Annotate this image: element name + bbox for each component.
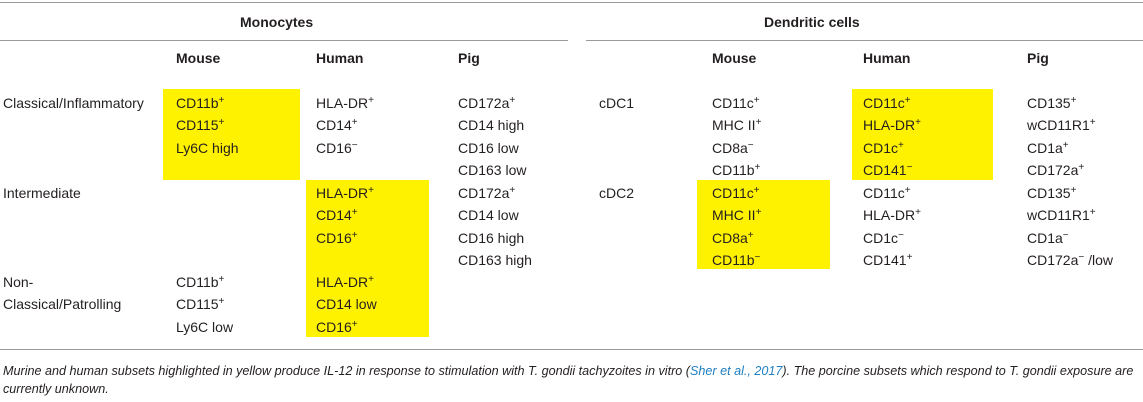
cell-classical-human: HLA-DR+ CD14+ CD16− (316, 92, 374, 159)
cell-classical-mouse: CD11b+ CD115+ Ly6C high (176, 92, 239, 159)
marker: CD16 low (458, 139, 519, 156)
group-header-dendritic-cells: Dendritic cells (764, 14, 860, 30)
marker: CD135+ (1027, 95, 1077, 111)
row-label-classical: Classical/Inflammatory (3, 92, 144, 114)
marker: CD11b+ (176, 95, 225, 111)
cell-cdc1-human: CD11c+ HLA-DR+ CD1c+ CD141− (863, 92, 921, 182)
marker: MHC II+ (712, 207, 762, 224)
marker: CD16− (316, 139, 358, 156)
marker: CD11c+ (712, 95, 760, 111)
marker: Ly6C low (176, 318, 234, 335)
cell-cdc2-mouse: CD11c+ MHC II+ CD8a+ CD11b− (712, 182, 761, 272)
marker: CD11b+ (176, 274, 225, 290)
cell-cdc1-pig: CD135+ wCD11R1+ CD1a+ CD172a+ (1027, 92, 1096, 182)
marker: CD141+ (863, 252, 913, 269)
marker: CD141− (863, 162, 913, 179)
marker: CD16 high (458, 229, 525, 246)
marker: HLA-DR+ (316, 274, 374, 290)
cell-cdc2-pig: CD135+ wCD11R1+ CD1a− CD172a− /low (1027, 182, 1113, 272)
cell-intermediate-pig: CD172a+ CD14 low CD16 high CD163 high (458, 182, 532, 272)
marker: CD163 high (458, 252, 532, 269)
col-header-dc-human: Human (863, 50, 911, 66)
marker: CD14+ (316, 117, 358, 134)
col-header-mono-pig: Pig (458, 50, 480, 66)
marker: CD1a− (1027, 229, 1069, 246)
marker: wCD11R1+ (1027, 207, 1096, 224)
col-header-dc-mouse: Mouse (712, 50, 757, 66)
cell-nonclassical-mouse: CD11b+ CD115+ Ly6C low (176, 271, 233, 338)
marker: CD14 low (316, 296, 377, 313)
marker: CD14 high (458, 117, 525, 134)
marker: CD135+ (1027, 185, 1077, 201)
marker: CD115+ (176, 296, 225, 313)
marker: CD172a+ (1027, 162, 1085, 179)
group-header-monocytes: Monocytes (240, 14, 314, 30)
marker: CD11c+ (712, 185, 760, 201)
marker: CD115+ (176, 117, 225, 134)
cell-cdc1-mouse: CD11c+ MHC II+ CD8a− CD11b+ (712, 92, 761, 182)
row-label-cdc2: cDC2 (599, 185, 635, 201)
marker: CD163 low (458, 162, 527, 179)
cell-nonclassical-human: HLA-DR+ CD14 low CD16+ (316, 271, 377, 338)
marker: CD14+ (316, 207, 358, 224)
marker: Ly6C high (176, 139, 239, 156)
marker: CD14 low (458, 207, 519, 224)
row-label-cdc1: cDC1 (599, 95, 635, 111)
highlight-cdc2-mouse (697, 180, 830, 269)
marker: CD1a+ (1027, 139, 1069, 156)
table-caption: Murine and human subsets highlighted in … (3, 364, 1134, 396)
marker: CD8a+ (712, 229, 754, 246)
reference-link[interactable]: Sher et al., 2017 (689, 364, 783, 378)
marker: CD11c+ (863, 185, 911, 201)
row-label-intermediate: Intermediate (3, 185, 81, 201)
cell-intermediate-human: HLA-DR+ CD14+ CD16+ (316, 182, 374, 249)
row-label-line: Classical/Inflammatory (3, 95, 144, 111)
row-label-nonclassical: Non- Classical/Patrolling (3, 274, 122, 313)
marker: wCD11R1+ (1027, 117, 1096, 134)
marker: HLA-DR+ (316, 185, 374, 201)
marker: CD16+ (316, 229, 358, 246)
table-top-rule (0, 2, 1143, 3)
col-header-mono-human: Human (316, 50, 364, 66)
marker: MHC II+ (712, 117, 762, 134)
table-bottom-rule (0, 349, 1143, 350)
group-rule-monocytes (0, 40, 568, 41)
marker: HLA-DR+ (316, 95, 374, 111)
marker: CD11c+ (863, 95, 911, 111)
group-rule-dendritic-cells (586, 40, 1143, 41)
marker: CD11b− (712, 252, 761, 269)
highlight-classical-mouse (163, 89, 300, 180)
marker: CD16+ (316, 318, 358, 335)
marker: CD11b+ (712, 162, 761, 179)
marker: CD1c− (863, 229, 904, 246)
highlight-cdc1-human (852, 89, 993, 180)
marker: CD172a− /low (1027, 252, 1114, 269)
marker: CD8a− (712, 139, 754, 156)
highlight-nonclassical-human (306, 269, 429, 337)
marker: CD1c+ (863, 139, 904, 156)
cell-classical-pig: CD172a+ CD14 high CD16 low CD163 low (458, 92, 526, 182)
marker: HLA-DR+ (863, 117, 921, 134)
marker: CD172a+ (458, 95, 516, 111)
marker: CD172a+ (458, 185, 516, 201)
cell-cdc2-human: CD11c+ HLA-DR+ CD1c− CD141+ (863, 182, 921, 272)
col-header-mono-mouse: Mouse (176, 50, 221, 66)
highlight-intermediate-human (306, 180, 429, 269)
marker: HLA-DR+ (863, 207, 921, 224)
col-header-dc-pig: Pig (1027, 50, 1049, 66)
